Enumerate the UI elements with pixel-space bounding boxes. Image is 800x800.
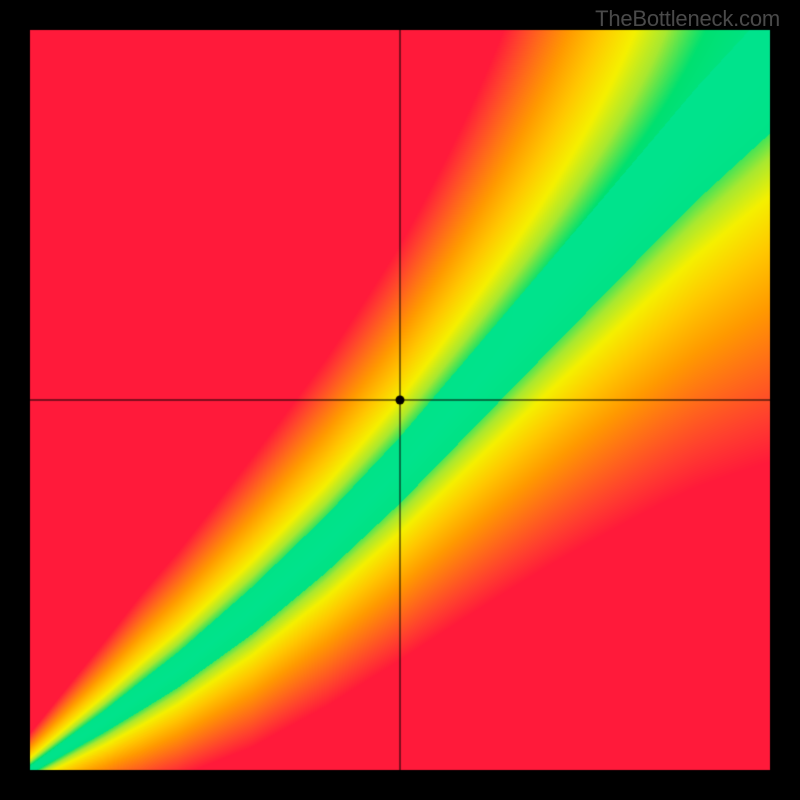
bottleneck-heatmap <box>0 0 800 800</box>
watermark-text: TheBottleneck.com <box>595 6 780 32</box>
chart-container: TheBottleneck.com <box>0 0 800 800</box>
